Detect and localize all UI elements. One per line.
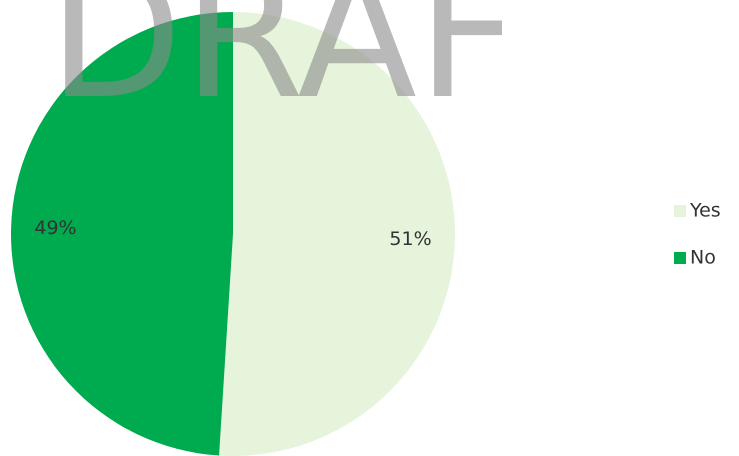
legend-label: No xyxy=(690,247,716,269)
legend-label: Yes xyxy=(689,200,721,222)
data-label: 51% xyxy=(389,228,431,250)
pie-slice xyxy=(10,12,234,456)
pie-slice xyxy=(219,12,455,456)
data-label: 49% xyxy=(34,217,76,239)
watermark: DRAF xyxy=(48,0,518,138)
legend-swatch xyxy=(674,252,686,264)
legend-swatch xyxy=(674,205,686,217)
